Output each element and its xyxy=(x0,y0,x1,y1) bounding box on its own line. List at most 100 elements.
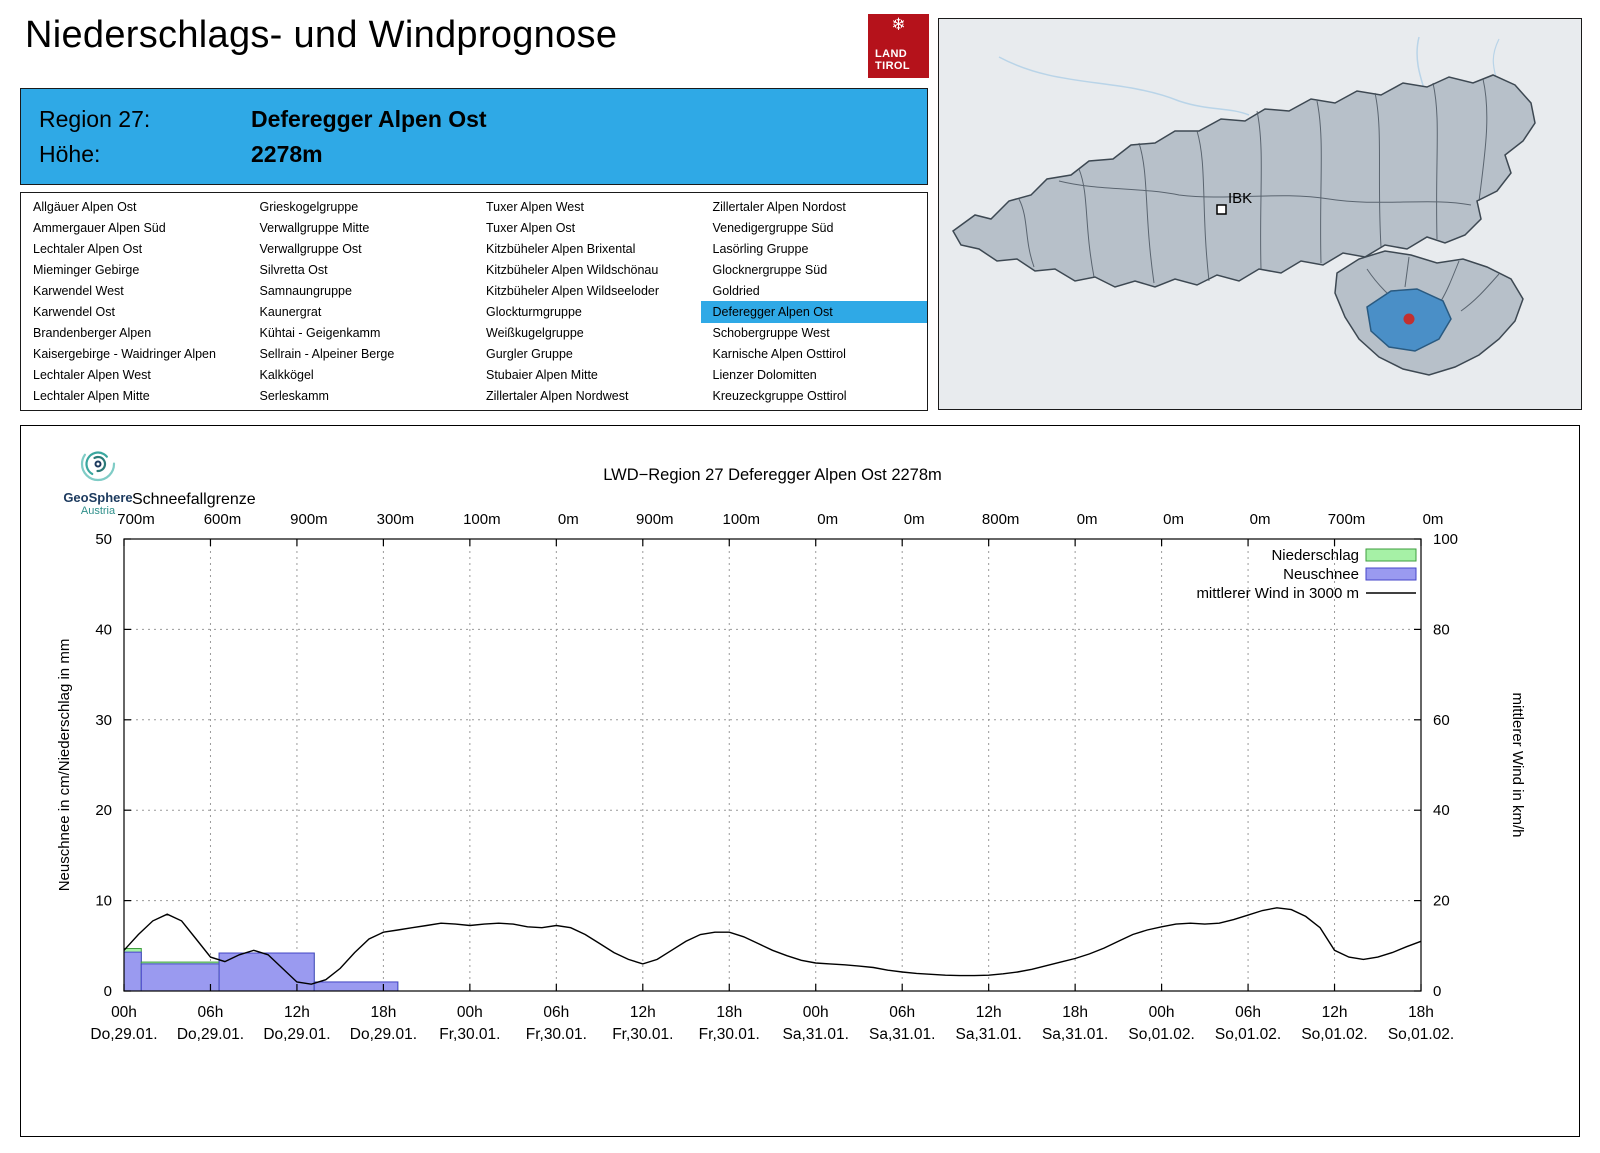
forecast-chart-panel: GeoSphere Austria LWD−Region 27 Deferegg… xyxy=(20,425,1580,1137)
y-right-tick-label: 100 xyxy=(1433,531,1458,548)
region-list-item[interactable]: Kitzbüheler Alpen Wildschönau xyxy=(486,262,659,277)
snowline-value: 700m xyxy=(117,511,155,528)
region-list-item[interactable]: Lechtaler Alpen West xyxy=(33,368,151,383)
region-list-item[interactable]: Kitzbüheler Alpen Wildseeloder xyxy=(486,283,660,298)
region-list-item[interactable]: Zillertaler Alpen Nordost xyxy=(712,199,846,214)
neuschnee-bar xyxy=(218,952,315,992)
tirol-map-panel[interactable]: IBK xyxy=(938,18,1582,410)
region-list-item[interactable]: Schobergruppe West xyxy=(712,326,830,341)
region-list-item[interactable]: Karnische Alpen Osttirol xyxy=(712,347,846,362)
y-left-tick-label: 40 xyxy=(95,621,112,638)
snowline-value: 0m xyxy=(1163,511,1184,528)
region-list-item[interactable]: Kreuzeckgruppe Osttirol xyxy=(712,389,847,404)
region-list-item[interactable]: Weißkugelgruppe xyxy=(486,326,584,341)
region-list-item[interactable]: Deferegger Alpen Ost xyxy=(700,301,927,323)
x-date-label: Do,29.01. xyxy=(350,1026,417,1043)
region-list-item[interactable]: Goldried xyxy=(712,283,760,298)
region-list-item[interactable]: Verwallgruppe Mitte xyxy=(259,220,370,235)
region-list-item[interactable]: Glocknergruppe Süd xyxy=(712,262,828,277)
district-borders xyxy=(1018,78,1488,284)
region-list-item[interactable]: Serleskamm xyxy=(259,389,329,404)
region-list-item[interactable]: Lechtaler Alpen Ost xyxy=(33,241,143,256)
region-list-item[interactable]: Stubaier Alpen Mitte xyxy=(486,368,598,383)
y-right-tick-label: 20 xyxy=(1433,893,1450,910)
x-time-label: 18h xyxy=(1062,1004,1088,1021)
x-time-label: 06h xyxy=(198,1004,224,1021)
land-tirol-logo-text: LAND TIROL xyxy=(875,48,910,73)
x-time-label: 18h xyxy=(716,1004,742,1021)
region-list-item[interactable]: Kühtai - Geigenkamm xyxy=(259,326,381,341)
region-list-item[interactable]: Karwendel Ost xyxy=(33,305,115,320)
region-name: Deferegger Alpen Ost xyxy=(251,105,487,132)
x-date-label: So,01.02. xyxy=(1128,1026,1194,1043)
forecast-chart-svg: 0 0 10 20 20 40 30 60 40 80 50 100 00h Do,29.01. 700m 0… xyxy=(56,491,1526,1043)
plot-border xyxy=(123,538,1422,992)
geosphere-sub: Austria xyxy=(80,505,116,517)
region-list-item[interactable]: Gurgler Gruppe xyxy=(486,347,573,362)
region-list-item[interactable]: Zillertaler Alpen Nordwest xyxy=(486,389,629,404)
legend-label: Neuschnee xyxy=(1283,566,1359,583)
region-list-item[interactable]: Tuxer Alpen West xyxy=(486,199,584,214)
logo-line1: LAND xyxy=(875,47,908,60)
x-time-label: 18h xyxy=(370,1004,396,1021)
logo-line2: TIROL xyxy=(875,60,910,73)
x-date-label: So,01.02. xyxy=(1215,1026,1281,1043)
region-list-item[interactable]: Glockturmgruppe xyxy=(486,305,582,320)
region-list-item[interactable]: Lasörling Gruppe xyxy=(712,241,809,256)
region-list-item[interactable]: Kaunergrat xyxy=(259,305,322,320)
y-left-tick-label: 30 xyxy=(95,712,112,729)
region-list-item[interactable]: Venedigergruppe Süd xyxy=(712,220,834,235)
hoehe-row: Höhe: 2278m xyxy=(39,141,927,168)
region-list-item[interactable]: Kaisergebirge - Waidringer Alpen xyxy=(33,347,216,362)
snowline-value: 0m xyxy=(1077,511,1098,528)
x-date-label: Sa,31.01. xyxy=(1042,1026,1108,1043)
x-date-label: Do,29.01. xyxy=(263,1026,330,1043)
region-list-item[interactable]: Karwendel West xyxy=(33,283,124,298)
region-list-item[interactable]: Lienzer Dolomitten xyxy=(712,368,817,383)
region-list-item[interactable]: Mieminger Gebirge xyxy=(33,262,140,277)
region-list-item[interactable]: Tuxer Alpen Ost xyxy=(486,220,576,235)
ibk-label: IBK xyxy=(1228,190,1252,207)
legend-swatch xyxy=(1365,548,1417,562)
tirol-map[interactable]: IBK xyxy=(939,19,1581,409)
region-list-item[interactable]: Ammergauer Alpen Süd xyxy=(33,220,166,235)
region-list-column: Tuxer Alpen West Tuxer Alpen Ost Kitzbühel… xyxy=(474,196,701,407)
x-time-label: 00h xyxy=(457,1004,483,1021)
region-list-item[interactable]: Kalkkögel xyxy=(259,368,314,383)
north-tirol-shape[interactable] xyxy=(952,74,1536,288)
x-time-label: 18h xyxy=(1408,1004,1434,1021)
x-date-label: Sa,31.01. xyxy=(783,1026,849,1043)
x-time-label: 00h xyxy=(111,1004,137,1021)
hoehe-label: Höhe: xyxy=(39,140,101,167)
snowline-value: 800m xyxy=(982,511,1020,528)
x-time-label: 00h xyxy=(1149,1004,1175,1021)
region-list-item[interactable]: Silvretta Ost xyxy=(259,262,328,277)
snowflake-icon: ❄ xyxy=(891,15,906,34)
hoehe-value: 2278m xyxy=(251,140,323,167)
x-time-label: 12h xyxy=(976,1004,1002,1021)
region-list-item[interactable]: Allgäuer Alpen Ost xyxy=(33,199,137,214)
chart-title: LWD−Region 27 Deferegger Alpen Ost 2278m xyxy=(603,466,942,484)
region-list-item[interactable]: Kitzbüheler Alpen Brixental xyxy=(486,241,636,256)
geosphere-logo: GeoSphere Austria xyxy=(55,444,141,517)
y-axis-title-left: Neuschnee in cm/Niederschlag in mm xyxy=(56,639,73,892)
region-list-item[interactable]: Grieskogelgruppe xyxy=(259,199,359,214)
snowline-value: 0m xyxy=(1250,511,1271,528)
snowline-value: 0m xyxy=(558,511,579,528)
neuschnee-bar xyxy=(313,981,399,992)
y-left-tick-label: 0 xyxy=(104,983,112,1000)
y-right-tick-label: 40 xyxy=(1433,802,1450,819)
legend-swatch xyxy=(1365,567,1417,581)
region-header: Region 27: Deferegger Alpen Ost Höhe: 22… xyxy=(20,88,928,185)
region-list-item[interactable]: Sellrain - Alpeiner Berge xyxy=(259,347,395,362)
region-row: Region 27: Deferegger Alpen Ost xyxy=(39,106,927,133)
wind-line xyxy=(123,907,1422,985)
region-list-item[interactable]: Samnaungruppe xyxy=(259,283,352,298)
region-list-item[interactable]: Verwallgruppe Ost xyxy=(259,241,362,256)
snowline-label: Schneefallgrenze xyxy=(132,491,256,508)
ibk-marker-square xyxy=(1216,204,1227,215)
region-list: Allgäuer Alpen Ost Ammergauer Alpen Süd Le… xyxy=(20,192,928,411)
x-date-label: Fr,30.01. xyxy=(439,1026,500,1043)
region-list-item[interactable]: Lechtaler Alpen Mitte xyxy=(33,389,150,404)
region-list-item[interactable]: Brandenberger Alpen xyxy=(33,326,152,341)
